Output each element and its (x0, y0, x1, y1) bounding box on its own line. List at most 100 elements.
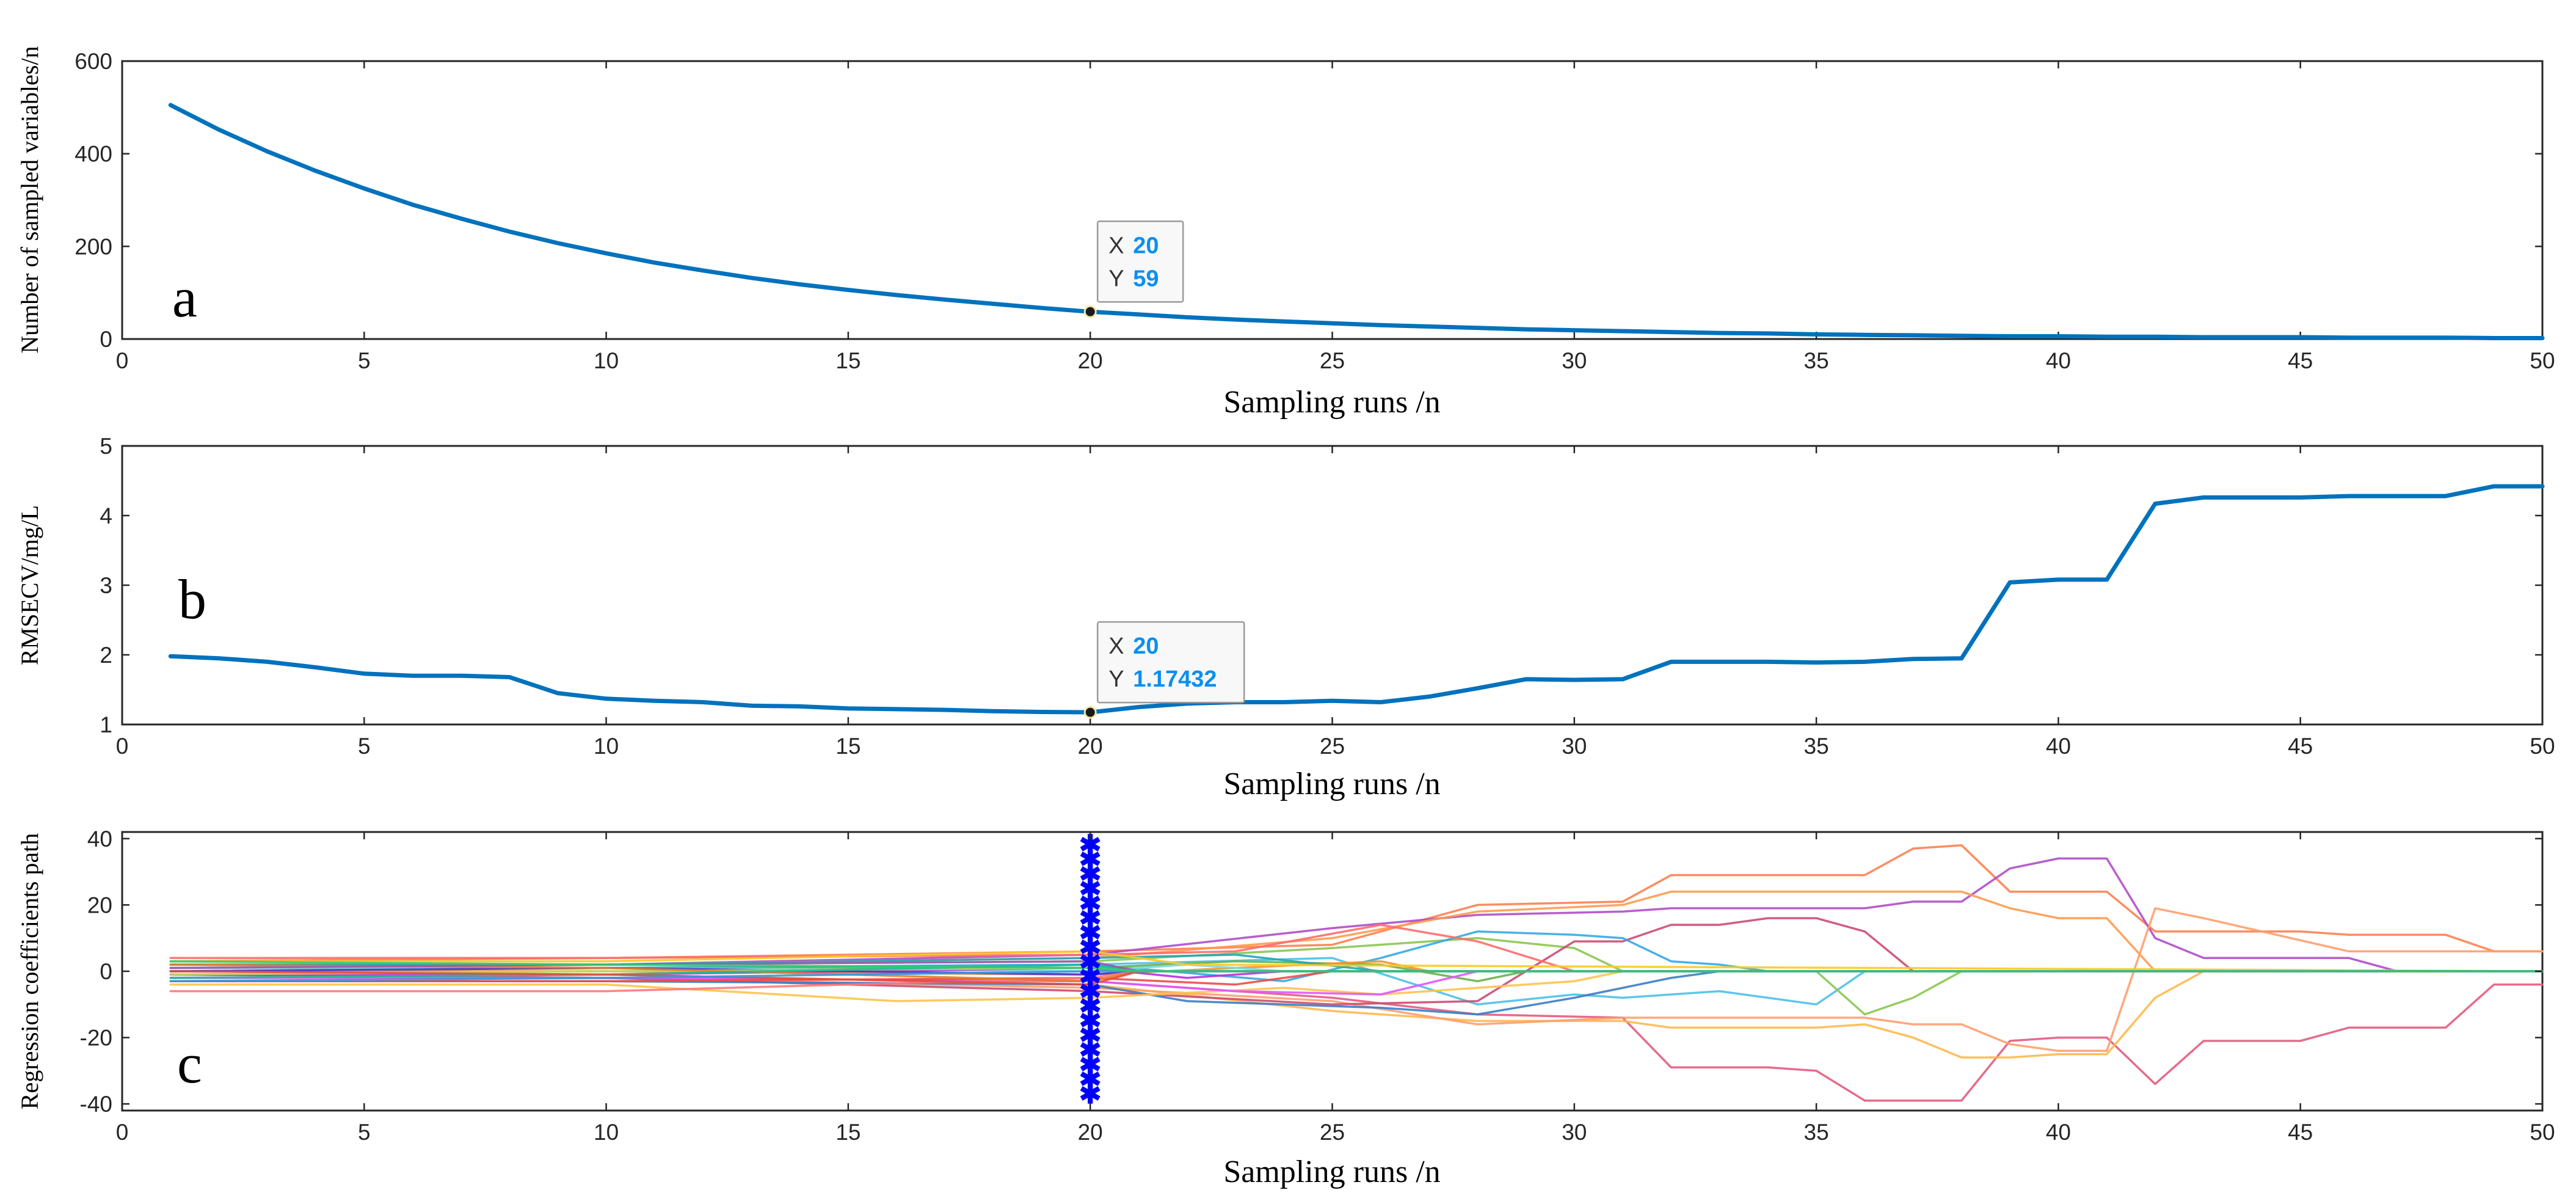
x-tick-label: 10 (594, 348, 619, 373)
y-tick-label: 3 (100, 573, 112, 598)
marker-asterisk: ✱ (1079, 918, 1102, 948)
series-line-11 (169, 970, 2544, 1016)
series-line-6 (169, 907, 2544, 1053)
y-tick-label: 20 (87, 892, 112, 918)
x-tick-label: 25 (1320, 1120, 1345, 1145)
y-tick-label: 400 (75, 142, 112, 167)
marker-asterisk: ✱ (1079, 991, 1102, 1021)
marker-asterisk: ✱ (1079, 1021, 1102, 1051)
y-tick-label: 600 (75, 49, 112, 74)
panel-c-optimal-run-marker: ✱✱✱✱✱✱✱✱✱✱✱✱✱✱✱✱✱✱ (1079, 830, 1102, 1109)
x-tick-label: 0 (116, 348, 129, 373)
panel-a-x-ticks: 0 5 10 15 20 25 30 35 40 45 50 (116, 61, 2555, 373)
panel-c-y-ticks: -40 -20 0 20 40 (80, 826, 2542, 1117)
x-tick-label: 35 (1804, 1120, 1829, 1145)
panel-c-letter: c (177, 1032, 202, 1095)
panel-a-datatip[interactable]: X 20 Y 59 (1083, 221, 1184, 318)
x-tick-label: 0 (116, 1120, 129, 1145)
y-tick-label: 1 (100, 712, 112, 737)
x-tick-label: 20 (1078, 1120, 1103, 1145)
y-tick-label: -20 (80, 1026, 112, 1051)
marker-asterisk: ✱ (1079, 874, 1102, 904)
x-tick-label: 10 (594, 734, 619, 759)
panel-a-ylabel: Number of sampled variables/n (16, 46, 43, 353)
x-tick-label: 5 (358, 734, 371, 759)
x-tick-label: 5 (358, 1120, 371, 1145)
x-tick-label: 50 (2530, 734, 2555, 759)
y-tick-label: 5 (100, 434, 112, 459)
marker-asterisk: ✱ (1079, 845, 1102, 875)
x-tick-label: 35 (1804, 348, 1829, 373)
x-tick-label: 35 (1804, 734, 1829, 759)
y-tick-label: 0 (100, 327, 112, 352)
panel-b-ylabel: RMSECV/mg/L (16, 505, 43, 665)
marker-asterisk: ✱ (1079, 1065, 1102, 1095)
y-tick-label: -40 (80, 1092, 112, 1117)
x-tick-label: 40 (2046, 734, 2071, 759)
x-tick-label: 5 (358, 348, 371, 373)
panel-c-regression-coefficients: ✱✱✱✱✱✱✱✱✱✱✱✱✱✱✱✱✱✱ 0 5 10 15 20 25 30 35 40 45 50 … (16, 826, 2555, 1189)
panel-b-plot-area (121, 445, 2544, 726)
x-tick-label: 40 (2046, 348, 2071, 373)
datatip-point (1083, 305, 1097, 318)
series-line-1 (169, 844, 2544, 963)
x-tick-label: 25 (1320, 734, 1345, 759)
panel-c-xlabel: Sampling runs /n (1223, 1155, 1440, 1189)
y-tick-label: 40 (87, 826, 112, 852)
x-tick-label: 50 (2530, 348, 2555, 373)
panel-a-letter: a (172, 266, 197, 329)
panel-c-ylabel: Regression coefficients path (16, 833, 43, 1109)
panel-a-series (168, 103, 2545, 340)
marker-asterisk: ✱ (1079, 1050, 1102, 1080)
x-tick-label: 0 (116, 734, 129, 759)
series-line-1 (168, 484, 2545, 715)
datatip-y-value: 59 (1133, 266, 1159, 291)
datatip-x-value: 20 (1133, 233, 1159, 258)
series-line-1 (168, 103, 2545, 340)
datatip-box (1096, 221, 1184, 303)
x-tick-label: 20 (1078, 734, 1103, 759)
x-tick-label: 30 (1562, 734, 1587, 759)
marker-asterisk: ✱ (1079, 977, 1102, 1007)
datatip-y-key: Y (1108, 666, 1124, 692)
series-line-2 (169, 857, 2544, 972)
panel-b-datatip[interactable]: X 20 Y 1.17432 (1083, 621, 1245, 719)
datatip-y-key: Y (1108, 266, 1124, 291)
x-tick-label: 50 (2530, 1120, 2555, 1145)
x-tick-label: 15 (835, 734, 860, 759)
marker-asterisk: ✱ (1079, 903, 1102, 933)
datatip-x-key: X (1108, 233, 1124, 258)
datatip-x-value: 20 (1133, 633, 1159, 659)
datatip-box (1096, 621, 1245, 704)
panel-c-x-ticks: 0 5 10 15 20 25 30 35 40 45 50 (116, 832, 2555, 1145)
x-tick-label: 15 (835, 348, 860, 373)
panel-a-y-ticks: 0 200 400 600 (75, 49, 2542, 352)
x-tick-label: 45 (2288, 1120, 2313, 1145)
marker-asterisk: ✱ (1079, 889, 1102, 919)
marker-asterisk: ✱ (1079, 947, 1102, 977)
panel-b-letter: b (178, 568, 206, 630)
x-tick-label: 40 (2046, 1120, 2071, 1145)
datatip-x-key: X (1108, 633, 1124, 659)
x-tick-label: 10 (594, 1120, 619, 1145)
series-line-12 (169, 970, 2544, 1002)
x-tick-label: 45 (2288, 734, 2313, 759)
panel-a-plot-area (121, 60, 2544, 340)
x-tick-label: 20 (1078, 348, 1103, 373)
panel-b-xlabel: Sampling runs /n (1223, 767, 1440, 801)
y-tick-label: 4 (100, 503, 112, 528)
panel-a-sampled-variables: 0 5 10 15 20 25 30 35 40 45 50 0 200 400 600 X 20 Y 59 a… (16, 46, 2555, 420)
marker-asterisk: ✱ (1079, 933, 1102, 963)
x-tick-label: 15 (835, 1120, 860, 1145)
panel-a-xlabel: Sampling runs /n (1223, 385, 1440, 420)
y-tick-label: 200 (75, 234, 112, 259)
marker-asterisk: ✱ (1079, 962, 1102, 992)
x-tick-label: 45 (2288, 348, 2313, 373)
panel-b-x-ticks: 0 5 10 15 20 25 30 35 40 45 50 (116, 446, 2555, 759)
datatip-y-value: 1.17432 (1133, 666, 1217, 692)
y-tick-label: 2 (100, 643, 112, 668)
panel-b-series (168, 484, 2545, 715)
x-tick-label: 25 (1320, 348, 1345, 373)
